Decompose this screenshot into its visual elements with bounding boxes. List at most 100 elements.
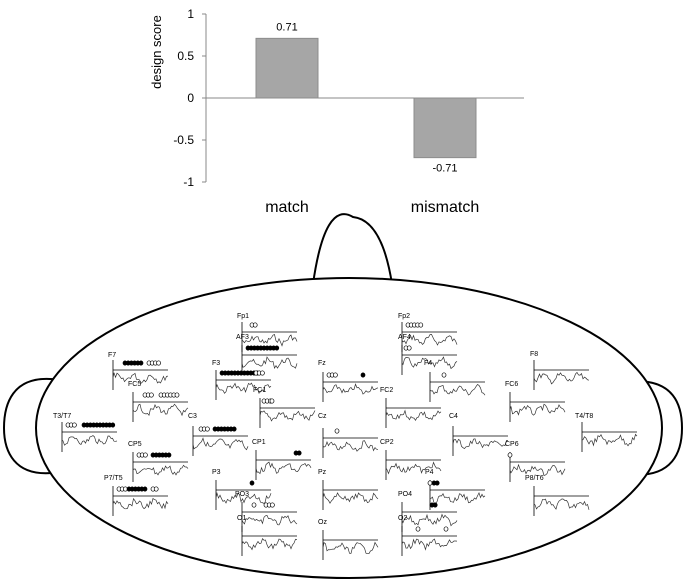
erp-waveform <box>385 409 442 421</box>
erp-waveform <box>241 356 298 370</box>
electrode-pz: Pz <box>318 469 379 510</box>
erp-waveform <box>322 440 379 452</box>
electrode-o2: O2 <box>398 515 458 556</box>
electrode-af3: AF3 <box>236 334 298 375</box>
significance-marker <box>333 372 338 378</box>
data-labels: 0.71 -0.71 <box>276 21 457 174</box>
erp-waveform <box>401 513 458 527</box>
significance-marker <box>110 422 116 428</box>
erp-waveform <box>322 541 379 555</box>
erp-waveform <box>132 464 189 476</box>
erp-waveform <box>429 384 486 396</box>
data-label: 0.71 <box>276 21 297 33</box>
electrode-label: CP6 <box>505 441 519 448</box>
erp-waveform <box>215 491 272 504</box>
significance-marker <box>251 502 257 508</box>
electrode-o1: O1 <box>237 515 298 556</box>
significance-marker <box>432 502 438 508</box>
electrode-label: F3 <box>212 360 220 367</box>
electrode-label: AF4 <box>398 334 411 341</box>
significance-marker <box>143 452 148 458</box>
electrode-label: FC5 <box>128 381 141 388</box>
electrode-label: PO4 <box>398 491 412 498</box>
erp-waveform <box>61 435 118 446</box>
electrode-label: Fp2 <box>398 313 410 320</box>
electrode-fp2: Fp2 <box>398 313 458 352</box>
electrode-label: O2 <box>398 515 407 522</box>
significance-marker <box>427 480 433 486</box>
y-tick-label: -1 <box>183 175 194 189</box>
electrode-f7: F7 <box>108 352 169 390</box>
electrode-f4: F4 <box>424 360 486 402</box>
significance-marker <box>72 422 77 428</box>
category-labels: match mismatch <box>265 199 479 216</box>
erp-waveform <box>401 356 458 370</box>
erp-waveform <box>401 538 458 551</box>
significance-marker <box>406 345 412 351</box>
significance-marker <box>166 452 172 458</box>
electrode-p4: P4 <box>425 469 486 510</box>
erp-waveform <box>192 437 249 451</box>
significance-marker <box>415 526 421 532</box>
erp-waveform <box>259 410 316 422</box>
erp-waveform <box>241 514 298 526</box>
electrode-label: AF3 <box>236 334 249 341</box>
electrode-fc6: FC6 <box>505 381 566 422</box>
electrode-label: T3/T7 <box>53 413 71 420</box>
significance-marker <box>360 372 366 378</box>
category-label: mismatch <box>411 199 479 216</box>
erp-waveform <box>322 492 379 504</box>
data-label: -0.71 <box>432 163 457 175</box>
erp-waveform <box>509 463 566 476</box>
electrode-p3: P3 <box>212 469 272 510</box>
significance-marker <box>205 426 210 432</box>
erp-waveform <box>241 334 298 347</box>
significance-marker <box>260 370 265 376</box>
bar-chart: 1 0.5 0 -0.5 -1 0.71 -0.71 match mismatch desi… <box>149 7 524 216</box>
electrode-label: P7/T5 <box>104 475 123 482</box>
erp-waveform <box>112 497 169 510</box>
electrode-t4-t8: T4/T8 <box>575 413 638 452</box>
bar-mismatch <box>413 97 477 159</box>
electrode-label: CP1 <box>252 439 266 446</box>
electrode-p7-t5: P7/T5 <box>104 475 169 516</box>
electrode-label: Cz <box>318 413 327 420</box>
erp-waveform <box>533 498 590 510</box>
electrode-panels: Fp1 Fp2 AF3 AF4 F7 F3 Fz F4 F8 FC5 FC1 FC2 FC6 T3/T7 C… <box>53 313 638 560</box>
electrode-label: F8 <box>530 351 538 358</box>
electrode-t3-t7: T3/T7 <box>53 413 118 452</box>
head-outline <box>35 277 663 579</box>
electrode-oz: Oz <box>318 519 379 560</box>
y-axis-label: design score <box>149 15 164 89</box>
significance-marker <box>149 392 154 398</box>
electrode-label: CP2 <box>380 439 394 446</box>
significance-marker <box>231 426 237 432</box>
significance-marker <box>443 526 449 532</box>
y-tick-label: 1 <box>187 7 194 21</box>
significance-marker <box>296 450 302 456</box>
y-tick-label: 0 <box>187 91 194 105</box>
significance-marker <box>156 360 161 366</box>
category-label: match <box>265 199 309 216</box>
electrode-label: O1 <box>237 515 246 522</box>
electrode-label: FC6 <box>505 381 518 388</box>
significance-marker <box>153 486 159 492</box>
erp-waveform <box>581 433 638 447</box>
electrode-label: F4 <box>424 360 432 367</box>
electrode-af4: AF4 <box>398 334 458 375</box>
electrode-fc1: FC1 <box>253 387 316 428</box>
electrode-label: Oz <box>318 519 327 526</box>
significance-marker <box>418 322 424 328</box>
electrode-label: Fz <box>318 360 326 367</box>
electrode-label: T4/T8 <box>575 413 593 420</box>
significance-marker <box>434 480 440 486</box>
significance-marker <box>274 345 280 351</box>
electrode-label: FC1 <box>253 387 266 394</box>
electrode-p8-t6: P8/T6 <box>525 475 590 516</box>
electrode-label: Fp1 <box>237 313 249 320</box>
significance-marker <box>252 322 258 328</box>
electrode-label: P4 <box>425 469 434 476</box>
significance-marker <box>270 502 275 508</box>
bars <box>255 37 477 159</box>
